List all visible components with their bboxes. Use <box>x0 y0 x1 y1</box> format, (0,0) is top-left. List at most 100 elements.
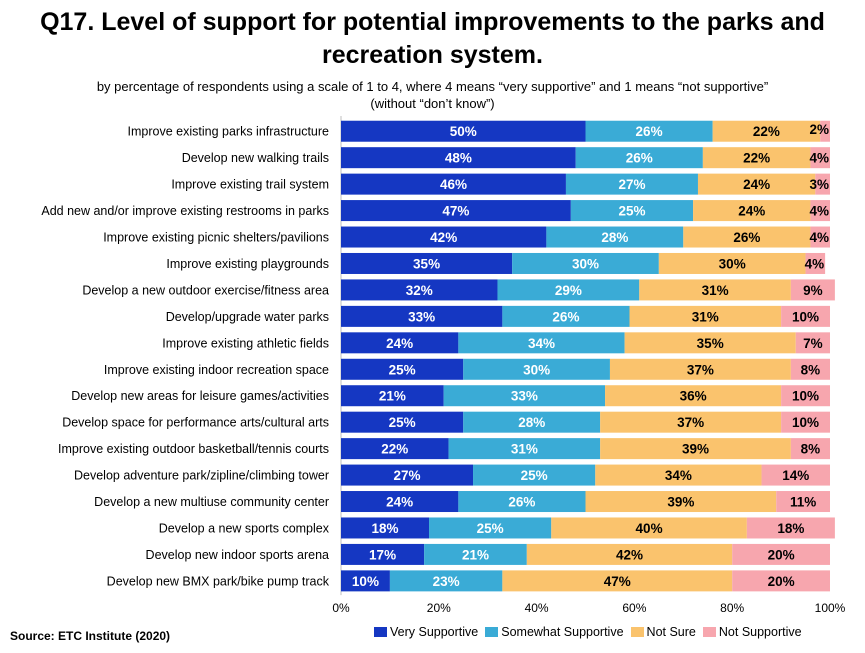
bar-value-label: 18% <box>777 521 804 536</box>
category-label: Improve existing outdoor basketball/tenn… <box>58 442 329 456</box>
bar-value-label: 25% <box>389 415 416 430</box>
bar-value-label: 29% <box>555 283 582 298</box>
bar-value-label: 35% <box>413 256 440 271</box>
bar-segment-somewhat-supportive <box>463 358 610 380</box>
category-label: Add new and/or improve existing restroom… <box>41 204 329 218</box>
bar-segment-not-supportive <box>781 411 830 433</box>
bar-value-label: 40% <box>636 521 663 536</box>
bar-value-label: 33% <box>408 309 435 324</box>
legend-item-not-supportive: Not Supportive <box>702 625 802 639</box>
category-label: Develop new BMX park/bike pump track <box>107 574 330 588</box>
bar-segment-not-supportive <box>781 385 830 407</box>
bar-value-label: 9% <box>803 283 823 298</box>
bar-segment-somewhat-supportive <box>448 438 601 460</box>
legend-item-not-sure: Not Sure <box>630 625 696 639</box>
bar-segment-not-supportive <box>790 279 835 301</box>
bar-value-label: 37% <box>687 362 714 377</box>
bar-value-label: 33% <box>511 389 538 404</box>
bar-segment-not-supportive <box>795 332 830 354</box>
bar-value-label: 3% <box>809 177 829 192</box>
category-label: Develop a new multiuse community center <box>94 495 329 509</box>
bar-value-label: 22% <box>753 124 780 139</box>
bar-value-label: 25% <box>618 204 645 219</box>
bar-value-label: 34% <box>528 336 555 351</box>
legend-swatch-somewhat-supportive <box>485 627 499 637</box>
bar-segment-not-sure <box>658 252 806 274</box>
bar-value-label: 30% <box>572 256 599 271</box>
x-tick-label: 80% <box>720 601 744 615</box>
bar-segment-very-supportive <box>341 279 498 301</box>
bar-value-label: 4% <box>809 230 829 245</box>
bar-value-label: 28% <box>518 415 545 430</box>
x-tick-label: 40% <box>525 601 549 615</box>
bar-segment-very-supportive <box>341 438 449 460</box>
x-tick-label: 20% <box>427 601 451 615</box>
bar-segment-not-sure <box>585 491 777 513</box>
bar-value-label: 26% <box>552 309 579 324</box>
bar-segment-very-supportive <box>341 252 513 274</box>
bar-value-label: 42% <box>430 230 457 245</box>
bar-value-label: 25% <box>389 362 416 377</box>
category-label: Develop a new sports complex <box>159 521 330 535</box>
legend-item-somewhat-supportive: Somewhat Supportive <box>485 625 624 639</box>
bar-segment-very-supportive <box>341 517 430 539</box>
bar-segment-very-supportive <box>341 358 464 380</box>
category-label: Improve existing trail system <box>171 178 329 192</box>
bar-segment-somewhat-supportive <box>502 305 630 327</box>
bar-segment-somewhat-supportive <box>463 411 601 433</box>
bar-segment-not-sure <box>639 279 791 301</box>
bar-value-label: 22% <box>381 442 408 457</box>
bar-segment-somewhat-supportive <box>565 173 698 195</box>
bar-value-label: 50% <box>450 124 477 139</box>
bar-value-label: 30% <box>719 256 746 271</box>
bar-segment-not-sure <box>605 385 782 407</box>
bar-segment-not-sure <box>629 305 782 327</box>
category-label: Develop new areas for leisure games/acti… <box>71 389 329 403</box>
bar-value-label: 37% <box>677 415 704 430</box>
bar-value-label: 47% <box>604 574 631 589</box>
bar-value-label: 10% <box>792 415 819 430</box>
bar-value-label: 10% <box>352 574 379 589</box>
bar-value-label: 34% <box>665 468 692 483</box>
bar-value-label: 17% <box>369 547 396 562</box>
bar-segment-not-sure <box>702 147 811 169</box>
category-label: Improve existing athletic fields <box>162 336 329 350</box>
bar-segment-very-supportive <box>341 200 571 222</box>
bar-segment-somewhat-supportive <box>570 200 694 222</box>
bar-segment-very-supportive <box>341 411 464 433</box>
bar-segment-not-sure <box>600 438 791 460</box>
chart-subtitle-line-1: by percentage of respondents using a sca… <box>96 79 769 94</box>
bar-segment-not-supportive <box>810 147 830 169</box>
bar-segment-not-sure <box>624 332 796 354</box>
chart-title: Q17. Level of support for potential impr… <box>0 6 865 72</box>
bar-segment-not-sure <box>697 173 816 195</box>
bar-segment-not-supportive <box>810 200 830 222</box>
bar-value-label: 46% <box>440 177 467 192</box>
bar-value-label: 8% <box>801 362 821 377</box>
bar-segment-not-supportive <box>820 120 830 142</box>
category-label: Develop new walking trails <box>182 151 329 165</box>
bar-segment-not-supportive <box>810 226 830 248</box>
bar-value-label: 31% <box>511 442 538 457</box>
bar-segment-not-sure <box>693 200 811 222</box>
chart-title-line-1: Q17. Level of support for potential impr… <box>40 8 825 36</box>
bar-value-label: 4% <box>805 256 825 271</box>
bar-segment-not-sure <box>526 543 733 565</box>
bar-value-label: 35% <box>697 336 724 351</box>
bar-value-label: 31% <box>702 283 729 298</box>
bar-value-label: 48% <box>445 151 472 166</box>
category-label: Improve existing indoor recreation space <box>104 363 329 377</box>
chart-title-line-2: recreation system. <box>322 41 543 69</box>
category-label: Develop space for performance arts/cultu… <box>62 416 329 430</box>
category-label: Develop new indoor sports arena <box>146 548 329 562</box>
bar-segment-not-sure <box>502 570 733 592</box>
bar-value-label: 4% <box>809 204 829 219</box>
bar-value-label: 26% <box>508 495 535 510</box>
bar-segment-not-supportive <box>815 173 830 195</box>
bar-value-label: 27% <box>618 177 645 192</box>
bar-segment-not-supportive <box>732 543 830 565</box>
source-note: Source: ETC Institute (2020) <box>10 629 171 643</box>
bar-segment-somewhat-supportive <box>512 252 659 274</box>
bar-value-label: 20% <box>768 574 795 589</box>
